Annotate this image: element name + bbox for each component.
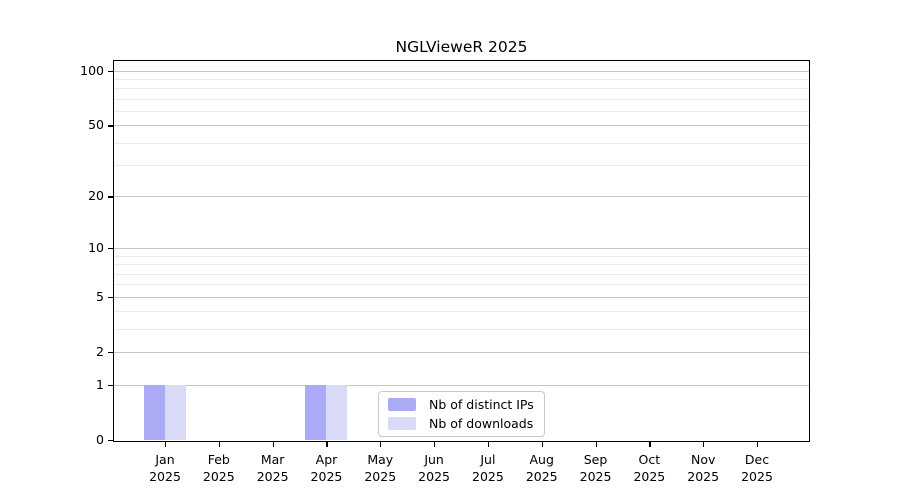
y-axis-tick-mark xyxy=(108,296,113,298)
legend: Nb of distinct IPs Nb of downloads xyxy=(378,391,545,437)
chart-title: NGLVieweR 2025 xyxy=(395,38,528,56)
legend-entry-downloads: Nb of downloads xyxy=(388,415,544,431)
y-axis-tick-mark xyxy=(108,384,113,386)
bar-nb-of-distinct-ips-jan xyxy=(144,384,165,440)
legend-label-distinct-ips: Nb of distinct IPs xyxy=(429,396,534,412)
x-axis-tick-mark xyxy=(165,442,167,447)
minor-gridline xyxy=(114,273,809,275)
x-axis-tick-mark xyxy=(218,442,220,447)
minor-gridline xyxy=(114,142,809,144)
minor-gridline xyxy=(114,311,809,313)
x-axis-ticks xyxy=(114,442,808,448)
bars-layer xyxy=(114,61,809,441)
y-axis-tick-mark xyxy=(108,70,113,72)
x-axis-tick-mark xyxy=(434,442,436,447)
x-axis-tick-label: Oct 2025 xyxy=(633,452,666,484)
x-axis-tick-mark xyxy=(272,442,274,447)
x-axis-tick-label: Dec 2025 xyxy=(741,452,773,484)
major-gridline xyxy=(114,248,809,250)
x-axis-labels: Jan 2025 Feb 2025 Mar 2025 Apr 2025 May 2025… xyxy=(114,451,808,491)
major-gridline xyxy=(114,196,809,198)
x-axis-tick-label: Aug 2025 xyxy=(525,452,558,484)
bar-nb-of-downloads-apr xyxy=(326,384,348,440)
legend-entry-distinct-ips: Nb of distinct IPs xyxy=(388,396,544,412)
y-axis-tick-label: 2 xyxy=(96,344,104,360)
minor-gridline xyxy=(114,284,809,286)
major-gridline xyxy=(114,384,809,386)
major-gridline xyxy=(114,296,809,298)
x-axis-tick-label: Nov 2025 xyxy=(687,452,720,484)
minor-gridline xyxy=(114,98,809,100)
minor-gridline xyxy=(114,264,809,266)
minor-gridline xyxy=(114,79,809,81)
x-axis-tick-mark xyxy=(757,442,759,447)
major-gridline xyxy=(114,70,809,72)
legend-swatch-downloads-icon xyxy=(388,417,416,430)
y-axis-tick-mark xyxy=(108,125,113,127)
x-axis-tick-mark xyxy=(595,442,597,447)
x-axis-tick-label: Jan 2025 xyxy=(149,452,181,484)
x-axis-tick-mark xyxy=(380,442,382,447)
bar-nb-of-downloads-jan xyxy=(165,384,186,440)
x-axis-tick-label: Sep 2025 xyxy=(579,452,612,484)
x-axis-tick-mark xyxy=(649,442,651,447)
y-axis-tick-label: 20 xyxy=(88,188,104,204)
gridlines-layer xyxy=(114,61,809,441)
x-axis-tick-label: Feb 2025 xyxy=(202,452,235,484)
y-axis-ticks xyxy=(108,61,113,442)
x-axis-tick-mark xyxy=(487,442,490,447)
legend-swatch-distinct-ips-icon xyxy=(388,398,416,411)
minor-gridline xyxy=(114,255,809,257)
major-gridline xyxy=(114,125,809,127)
bar-nb-of-distinct-ips-apr xyxy=(305,384,327,440)
x-axis-tick-label: Jun 2025 xyxy=(418,452,450,484)
minor-gridline xyxy=(114,329,809,331)
y-axis-tick-mark xyxy=(108,352,113,354)
x-axis-tick-label: Jul 2025 xyxy=(472,452,504,484)
x-axis-tick-label: Mar 2025 xyxy=(256,452,289,484)
legend-label-downloads: Nb of downloads xyxy=(429,415,534,431)
x-axis-tick-mark xyxy=(541,442,543,447)
y-axis-tick-label: 50 xyxy=(88,117,104,133)
x-axis-tick-label: Apr 2025 xyxy=(310,452,343,484)
minor-gridline xyxy=(114,88,809,90)
y-axis-tick-mark xyxy=(108,440,113,442)
x-axis-tick-mark xyxy=(326,442,328,447)
y-axis-tick-label: 0 xyxy=(96,432,104,447)
y-axis-labels: 0 1 2 5 10 20 50 100 xyxy=(0,61,104,447)
minor-gridline xyxy=(114,165,809,167)
x-axis-tick-mark xyxy=(703,442,705,447)
y-axis-tick-mark xyxy=(108,196,113,198)
y-axis-tick-mark xyxy=(108,248,113,250)
y-axis-tick-label: 10 xyxy=(88,240,104,256)
y-axis-tick-label: 5 xyxy=(96,288,104,304)
x-axis-tick-label: May 2025 xyxy=(364,452,397,484)
major-gridline xyxy=(114,352,809,354)
minor-gridline xyxy=(114,111,809,113)
plot-area xyxy=(113,60,810,442)
y-axis-tick-label: 100 xyxy=(80,62,104,78)
y-axis-tick-label: 1 xyxy=(96,376,104,392)
